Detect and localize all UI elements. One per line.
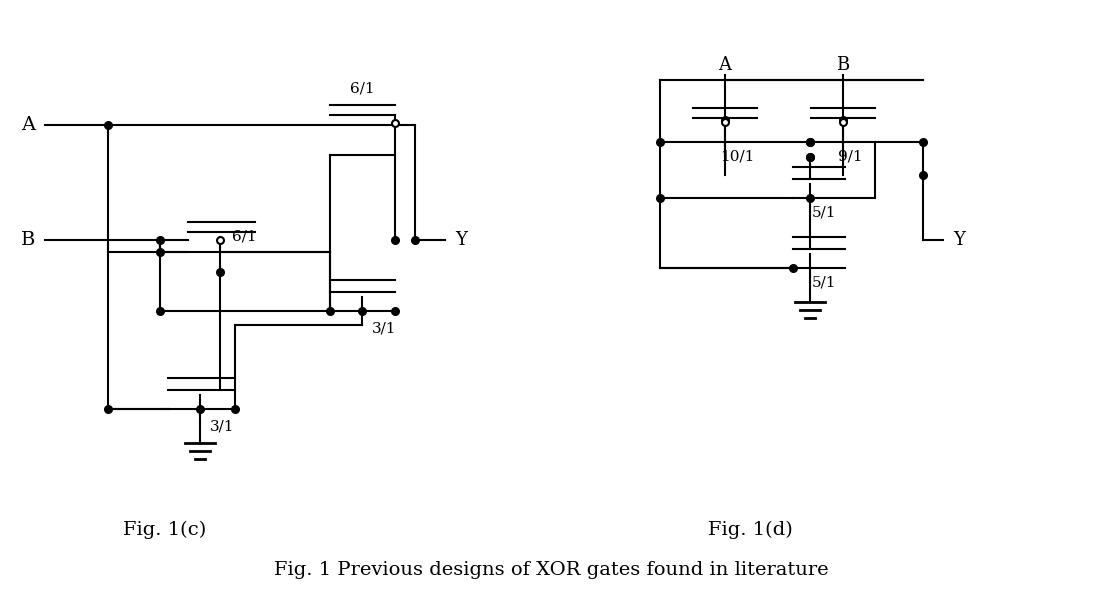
Text: 10/1: 10/1 [720, 149, 755, 163]
Text: Fig. 1(c): Fig. 1(c) [123, 521, 207, 539]
Text: Fig. 1(d): Fig. 1(d) [707, 521, 792, 539]
Text: Y: Y [455, 231, 467, 249]
Text: 5/1: 5/1 [812, 275, 836, 289]
Text: A: A [21, 116, 35, 134]
Text: 6/1: 6/1 [233, 230, 257, 244]
Text: 6/1: 6/1 [349, 81, 375, 95]
Text: Y: Y [953, 231, 965, 249]
Text: 3/1: 3/1 [372, 322, 397, 336]
Text: 9/1: 9/1 [838, 149, 863, 163]
Text: B: B [21, 231, 35, 249]
Text: Fig. 1 Previous designs of XOR gates found in literature: Fig. 1 Previous designs of XOR gates fou… [273, 561, 829, 579]
Text: A: A [719, 56, 732, 74]
Text: B: B [836, 56, 850, 74]
Text: 5/1: 5/1 [812, 205, 836, 219]
Text: 3/1: 3/1 [210, 420, 235, 434]
